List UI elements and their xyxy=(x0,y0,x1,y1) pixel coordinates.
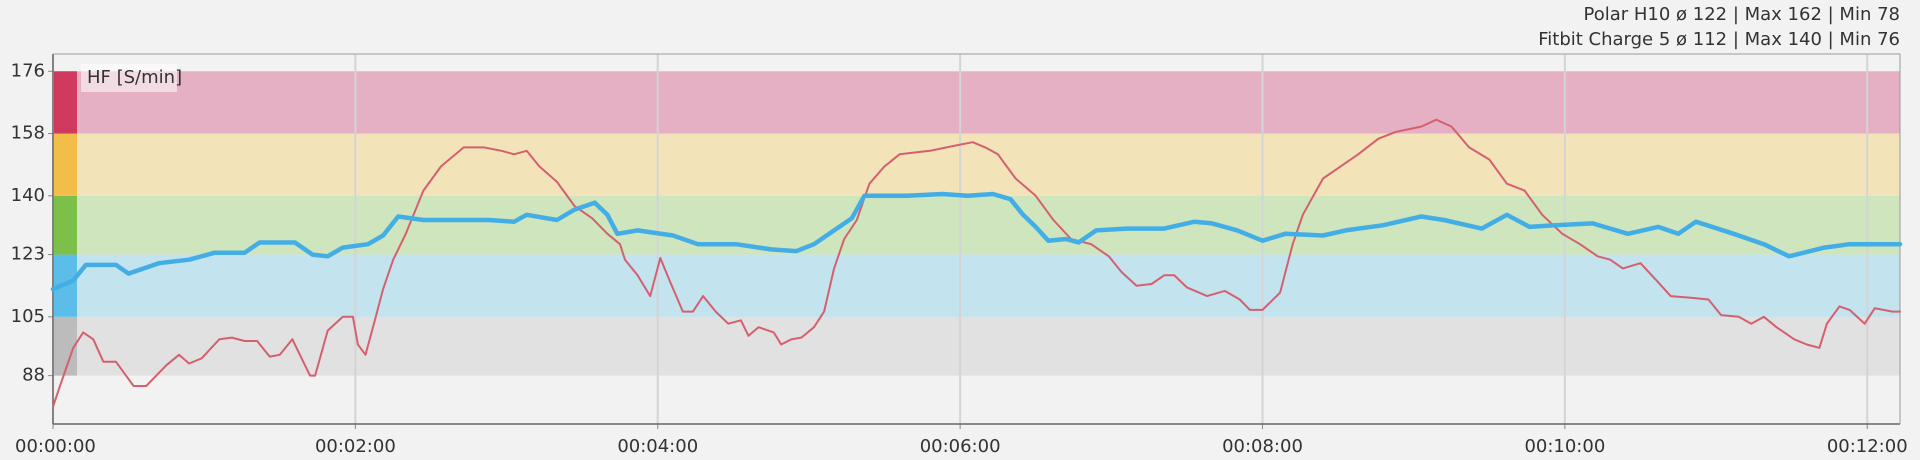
legend-entry: Polar H10 ø 122 | Max 162 | Min 78 xyxy=(1583,4,1900,25)
x-tick-label: 00:04:00 xyxy=(617,436,698,457)
y-tick-label: 88 xyxy=(22,365,45,386)
series-line xyxy=(50,191,1903,292)
y-tick-label: 140 xyxy=(11,185,45,206)
zone-band xyxy=(53,254,1900,317)
zone-marker xyxy=(53,195,77,255)
x-tick-label: 00:12:00 xyxy=(1827,436,1908,457)
zone-marker xyxy=(53,71,77,134)
y-tick-label: 123 xyxy=(11,244,45,265)
y-tick-label: 176 xyxy=(11,60,45,81)
zone-band xyxy=(53,195,1900,255)
x-tick-label: 00:02:00 xyxy=(315,436,396,457)
zone-marker xyxy=(53,316,77,376)
legend-entry: Fitbit Charge 5 ø 112 | Max 140 | Min 76 xyxy=(1538,29,1900,50)
zone-band xyxy=(53,316,1900,376)
y-axis-title: HF [S/min] xyxy=(87,67,182,88)
x-tick-label: 00:00:00 xyxy=(15,436,96,457)
x-tick-label: 00:08:00 xyxy=(1222,436,1303,457)
y-tick-label: 158 xyxy=(11,123,45,144)
x-tick-label: 00:06:00 xyxy=(920,436,1001,457)
y-label-box xyxy=(81,64,177,92)
y-tick-label: 105 xyxy=(11,306,45,327)
zone-marker xyxy=(53,133,77,196)
x-tick-label: 00:10:00 xyxy=(1524,436,1605,457)
series-line xyxy=(52,118,1901,408)
zone-band xyxy=(53,71,1900,134)
